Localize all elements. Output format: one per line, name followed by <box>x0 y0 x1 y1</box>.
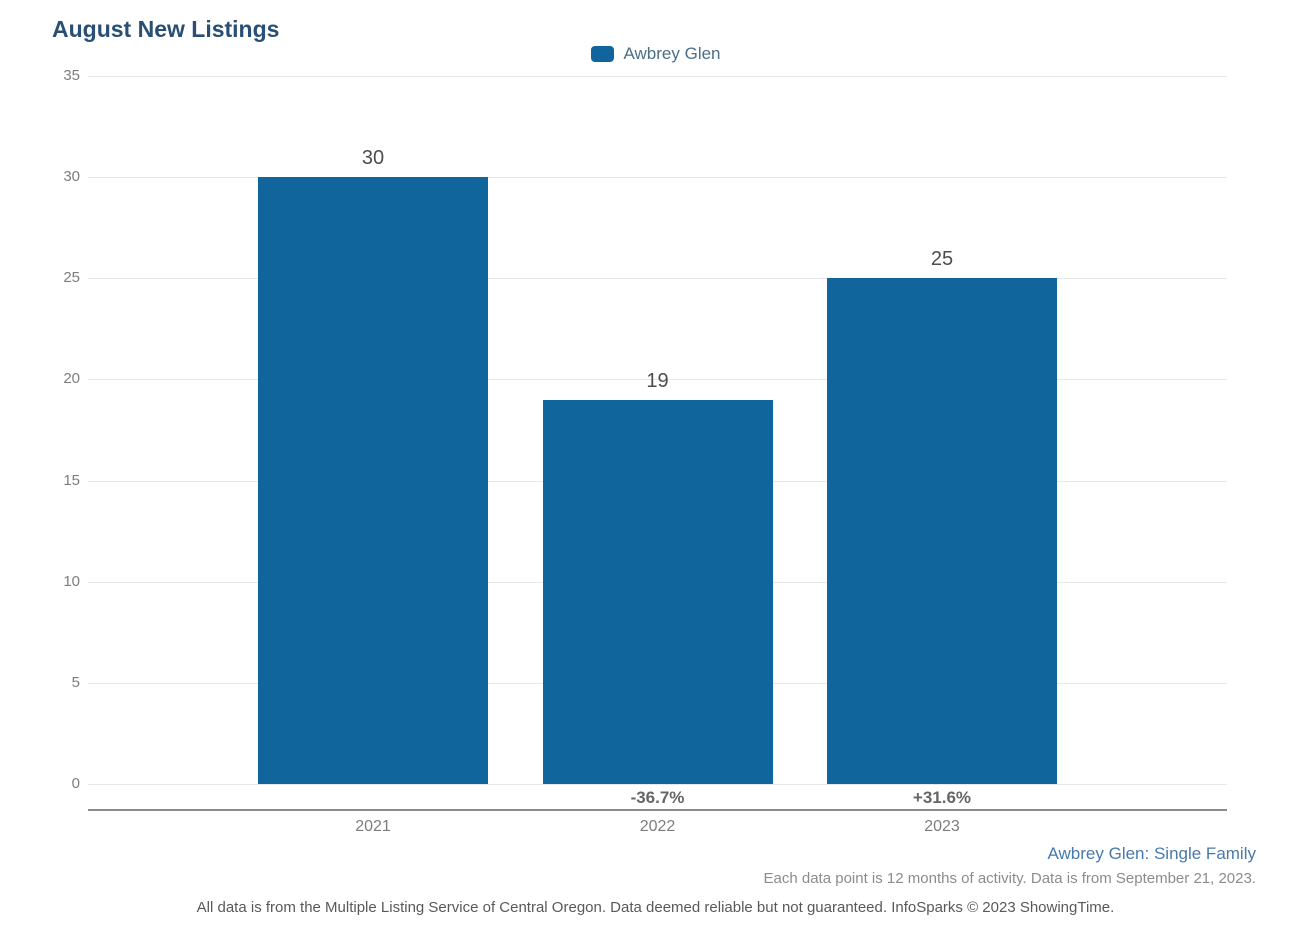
y-tick-label-15: 15 <box>63 471 80 489</box>
bar-value-label-2021: 30 <box>361 147 385 170</box>
x-tick-label-2022: 2022 <box>639 818 676 835</box>
x-tick-label-2023: 2023 <box>924 818 960 835</box>
bar-value-label-2022: 19 <box>646 369 669 392</box>
gridline-35 <box>88 76 1227 77</box>
y-tick-label-35: 35 <box>63 67 80 84</box>
legend-item-awbrey-glen[interactable]: Awbrey Glen <box>590 44 721 64</box>
y-tick-label-20: 20 <box>63 370 80 388</box>
data-note: Each data point is 12 months of activity… <box>763 870 1256 887</box>
y-tick-label-25: 25 <box>63 269 80 287</box>
legend-swatch <box>590 46 614 62</box>
pct-change-label-2023: +31.6% <box>912 788 972 807</box>
y-tick-label-10: 10 <box>63 572 80 590</box>
gridline-30 <box>88 177 1227 179</box>
bar-2023[interactable] <box>827 278 1057 784</box>
disclaimer: All data is from the Multiple Listing Se… <box>196 899 1115 916</box>
gridline-20 <box>88 379 1227 381</box>
chart-title: August New Listings <box>52 16 280 42</box>
y-tick-label-30: 30 <box>63 168 80 186</box>
bar-2021[interactable] <box>258 177 488 784</box>
gridline-0 <box>88 784 1227 785</box>
y-tick-label-0: 0 <box>71 775 80 792</box>
x-axis-line <box>88 809 1227 811</box>
legend-label: Awbrey Glen <box>623 44 721 63</box>
series-filter-link[interactable]: Awbrey Glen: Single Family <box>1047 844 1257 863</box>
bar-2022[interactable] <box>542 399 773 784</box>
y-tick-label-5: 5 <box>71 673 80 691</box>
bar-value-label-2023: 25 <box>930 248 954 271</box>
gridline-25 <box>88 278 1227 280</box>
pct-change-label-2022: -36.7% <box>630 788 685 807</box>
x-tick-label-2021: 2021 <box>355 818 391 835</box>
